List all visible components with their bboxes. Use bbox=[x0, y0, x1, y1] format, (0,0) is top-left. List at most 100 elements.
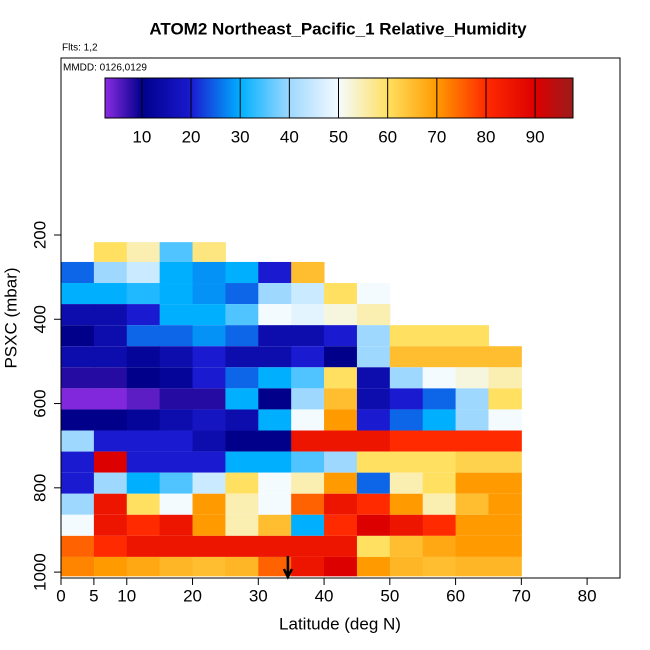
colorbar-segment bbox=[485, 78, 536, 118]
colorbar-tick-label: 70 bbox=[427, 127, 446, 146]
rh-cell bbox=[455, 409, 489, 431]
rh-cell bbox=[488, 409, 522, 431]
rh-cell bbox=[126, 451, 161, 473]
rh-cell bbox=[291, 367, 325, 389]
rh-cell bbox=[324, 535, 358, 557]
marker-arrow bbox=[282, 556, 294, 580]
rh-cell bbox=[291, 514, 325, 536]
heatmap bbox=[61, 242, 522, 577]
rh-cell bbox=[258, 388, 292, 410]
rh-cell bbox=[258, 514, 292, 536]
plot-frame bbox=[60, 57, 621, 579]
rh-cell bbox=[93, 430, 128, 452]
rh-cell bbox=[455, 493, 489, 515]
flights-label: Flts: 1,2 bbox=[62, 43, 98, 54]
rh-cell bbox=[93, 472, 128, 494]
rh-cell bbox=[291, 409, 325, 431]
y-tick-label: 400 bbox=[30, 305, 49, 333]
rh-cell bbox=[192, 514, 226, 536]
colorbar-tick-label: 60 bbox=[378, 127, 397, 146]
rh-cell bbox=[159, 451, 194, 473]
rh-cell bbox=[258, 304, 292, 326]
rh-cell bbox=[488, 514, 522, 536]
rh-cell bbox=[93, 514, 128, 536]
rh-cell bbox=[126, 283, 161, 305]
rh-cell bbox=[159, 472, 194, 494]
rh-cell bbox=[93, 535, 128, 557]
colorbar-segment bbox=[535, 78, 574, 118]
colorbar-tick-label: 30 bbox=[231, 127, 250, 146]
rh-cell bbox=[93, 388, 128, 410]
rh-cell bbox=[488, 493, 522, 515]
rh-cell bbox=[389, 493, 424, 515]
rh-cell bbox=[126, 261, 161, 284]
x-tick-label: 10 bbox=[117, 586, 136, 605]
rh-cell bbox=[126, 409, 161, 431]
rh-cell bbox=[291, 304, 325, 326]
rh-cell bbox=[389, 556, 424, 577]
rh-cell bbox=[389, 535, 424, 557]
rh-cell bbox=[225, 367, 259, 389]
rh-cell bbox=[455, 430, 489, 452]
rh-cell bbox=[61, 535, 95, 557]
rh-cell bbox=[422, 388, 457, 410]
rh-cell bbox=[192, 451, 226, 473]
rh-cell bbox=[225, 556, 259, 577]
rh-cell bbox=[291, 472, 325, 494]
rh-cell bbox=[324, 409, 358, 431]
y-tick-label: 800 bbox=[30, 474, 49, 502]
rh-cell bbox=[258, 451, 292, 473]
rh-cell bbox=[455, 346, 489, 368]
rh-cell bbox=[126, 535, 161, 557]
rh-cell bbox=[192, 472, 226, 494]
rh-cell bbox=[93, 451, 128, 473]
rh-cell bbox=[291, 430, 325, 452]
rh-cell bbox=[225, 472, 259, 494]
rh-cell bbox=[324, 367, 358, 389]
rh-cell bbox=[159, 325, 194, 347]
rh-cell bbox=[258, 367, 292, 389]
colorbar-segment bbox=[338, 78, 389, 118]
date-label: MMDD: 0126,0129 bbox=[63, 63, 147, 74]
rh-cell bbox=[488, 472, 522, 494]
rh-cell bbox=[225, 493, 259, 515]
rh-cell bbox=[61, 261, 95, 284]
rh-cell bbox=[159, 367, 194, 389]
rh-cell bbox=[61, 346, 95, 368]
x-tick-label: 20 bbox=[183, 586, 202, 605]
colorbar-segment bbox=[240, 78, 290, 118]
rh-cell bbox=[258, 535, 292, 557]
rh-cell bbox=[93, 261, 128, 284]
rh-cell bbox=[61, 367, 95, 389]
rh-cell bbox=[291, 556, 325, 577]
rh-cell bbox=[126, 367, 161, 389]
rh-cell bbox=[192, 409, 226, 431]
rh-cell bbox=[356, 283, 391, 305]
colorbar-segment bbox=[387, 78, 438, 118]
rh-cell bbox=[126, 304, 161, 326]
colorbar-segment bbox=[289, 78, 340, 118]
rh-cell bbox=[61, 493, 95, 515]
rh-cell bbox=[258, 283, 292, 305]
colorbar-segment bbox=[191, 78, 241, 118]
rh-cell bbox=[225, 261, 259, 284]
rh-cell bbox=[422, 367, 457, 389]
rh-cell bbox=[356, 346, 391, 368]
rh-cell bbox=[61, 325, 95, 347]
rh-cell bbox=[258, 472, 292, 494]
rh-cell bbox=[422, 346, 457, 368]
rh-cell bbox=[93, 283, 128, 305]
rh-cell bbox=[93, 556, 128, 577]
rh-cell bbox=[126, 430, 161, 452]
rh-cell bbox=[225, 535, 259, 557]
x-tick-label: 50 bbox=[380, 586, 399, 605]
rh-cell bbox=[225, 430, 259, 452]
rh-cell bbox=[356, 367, 391, 389]
rh-cell bbox=[488, 346, 522, 368]
x-tick-label: 70 bbox=[512, 586, 531, 605]
rh-cell bbox=[356, 430, 391, 452]
rh-cell bbox=[324, 283, 358, 305]
rh-cell bbox=[356, 325, 391, 347]
rh-cell bbox=[93, 304, 128, 326]
